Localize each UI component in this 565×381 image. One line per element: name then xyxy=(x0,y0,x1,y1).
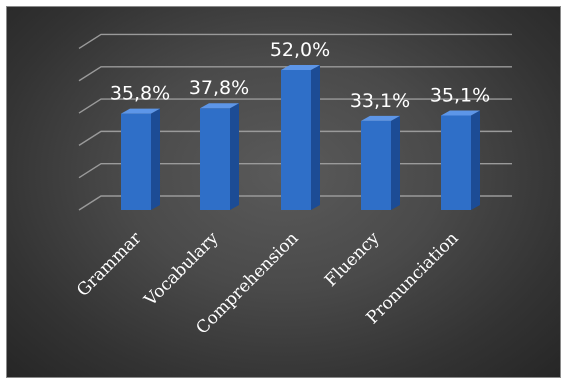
bar-front xyxy=(441,115,471,210)
bar xyxy=(200,103,239,210)
chart-area: 35,8% 37,8% 52,0% 33,1% 35,1% Grammar Vocabula… xyxy=(6,6,561,378)
gridline xyxy=(78,66,512,82)
bar xyxy=(361,115,400,210)
bars xyxy=(121,65,480,210)
bar-side xyxy=(230,103,239,210)
category-label: Fluency xyxy=(321,228,384,291)
data-label: 35,1% xyxy=(430,85,490,107)
bar-top xyxy=(441,110,480,116)
bar xyxy=(281,65,320,210)
bar-front xyxy=(361,120,391,210)
bar-top xyxy=(121,108,160,114)
bar-top xyxy=(361,115,400,121)
bar xyxy=(441,110,480,210)
data-label: 35,8% xyxy=(110,83,170,105)
data-label: 33,1% xyxy=(350,90,410,112)
gridline xyxy=(78,33,512,50)
data-label: 52,0% xyxy=(270,39,330,61)
bar-front xyxy=(200,108,230,210)
bar-top xyxy=(200,103,239,109)
bar-side xyxy=(151,108,160,210)
bar-side xyxy=(471,110,480,210)
bar-chart: 35,8% 37,8% 52,0% 33,1% 35,1% GrammarVocabula… xyxy=(73,33,512,339)
bar-front xyxy=(281,70,311,210)
gridline xyxy=(78,98,512,114)
category-label: Vocabulary xyxy=(140,228,223,311)
bar-side xyxy=(391,115,400,210)
category-label: Grammar xyxy=(73,228,146,301)
data-label: 37,8% xyxy=(189,77,249,99)
bar-top xyxy=(281,65,320,70)
bar-front xyxy=(121,113,151,210)
bar xyxy=(121,108,160,210)
bar-side xyxy=(311,65,320,210)
